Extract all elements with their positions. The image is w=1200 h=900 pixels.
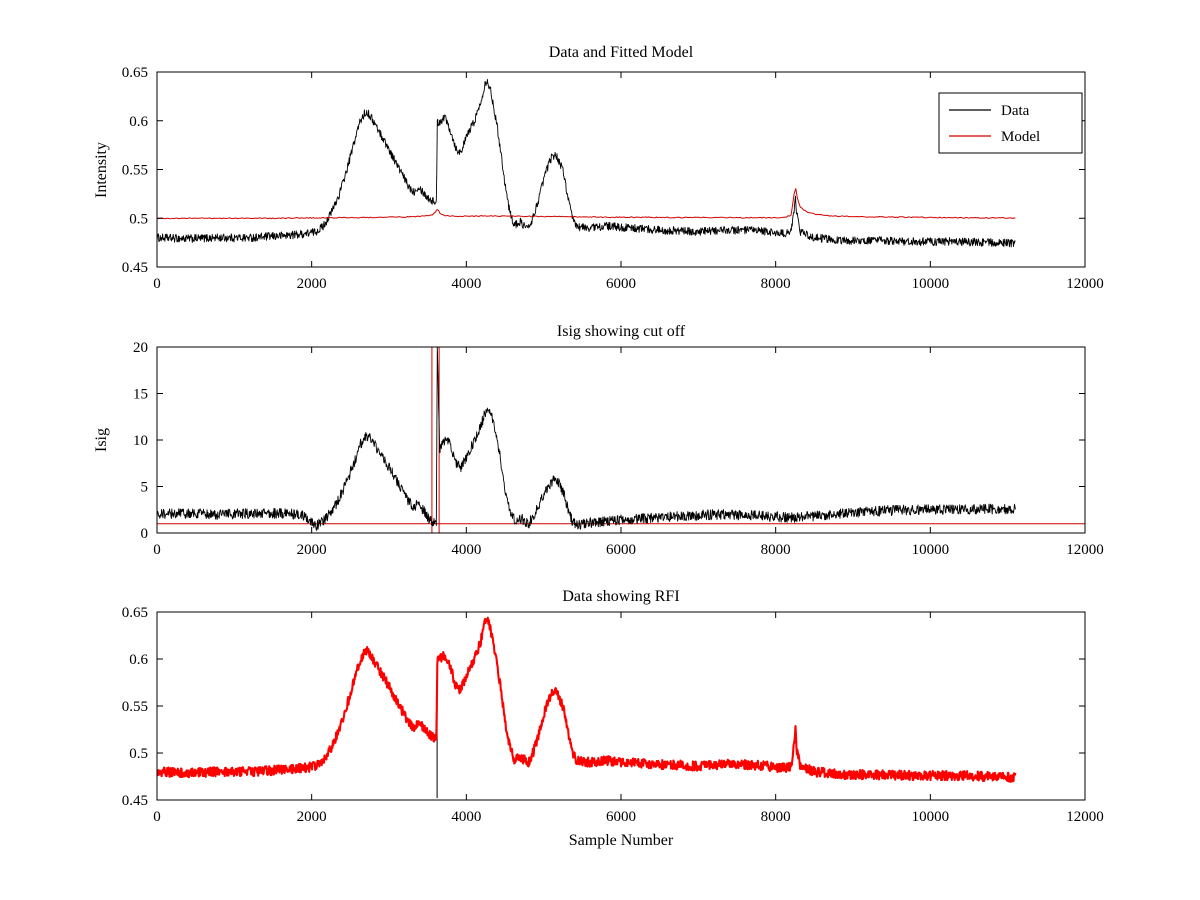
x-tick-label: 8000 bbox=[761, 276, 791, 292]
series-data bbox=[157, 79, 1016, 248]
x-tick-label: 2000 bbox=[297, 276, 327, 292]
legend-box bbox=[938, 92, 1083, 154]
y-tick-label: 15 bbox=[133, 387, 148, 403]
x-tick-label: 8000 bbox=[761, 809, 791, 825]
x-tick-label: 0 bbox=[153, 276, 161, 292]
y-tick-label: 0.65 bbox=[122, 65, 148, 81]
y-tick-label: 10 bbox=[133, 433, 148, 449]
x-tick-label: 10000 bbox=[912, 809, 950, 825]
y-tick-label: 0 bbox=[141, 526, 149, 542]
chart-isig-cutoff: Isig showing cut off Isig 0 2000 4000 6000 8… bbox=[0, 315, 1200, 580]
x-tick-label: 6000 bbox=[606, 276, 636, 292]
x-tick-label: 12000 bbox=[1066, 276, 1104, 292]
y-tick-label: 0.55 bbox=[122, 699, 148, 715]
legend-label: Model bbox=[1001, 129, 1040, 145]
axes-box bbox=[156, 346, 1086, 534]
y-tick-label: 0.6 bbox=[129, 114, 148, 130]
series-model bbox=[157, 188, 1016, 220]
series-isig bbox=[157, 347, 1016, 531]
chart-data-rfi: Data showing RFI 0 2000 4000 6000 8000 10000 1… bbox=[0, 580, 1200, 900]
legend-label: Data bbox=[1001, 103, 1030, 119]
x-tick-label: 4000 bbox=[451, 542, 481, 558]
x-tick-label: 4000 bbox=[451, 809, 481, 825]
x-tick-label: 2000 bbox=[297, 809, 327, 825]
chart-title: Isig showing cut off bbox=[556, 323, 686, 340]
series-group bbox=[157, 616, 1017, 799]
x-tick-label: 10000 bbox=[912, 276, 950, 292]
y-tick-label: 0.65 bbox=[122, 605, 148, 621]
series-rfi-data bbox=[157, 616, 1017, 783]
plot-area: 0 2000 4000 6000 8000 10000 12000 0.45 0.5 0.55 0.… bbox=[122, 65, 1104, 292]
plot-area: 0 2000 4000 6000 8000 10000 12000 0.45 0.5 0.55 0.… bbox=[122, 605, 1104, 825]
x-tick-label: 12000 bbox=[1066, 809, 1104, 825]
x-tick-label: 12000 bbox=[1066, 542, 1104, 558]
x-tick-label: 10000 bbox=[912, 542, 950, 558]
y-tick-label: 5 bbox=[141, 480, 149, 496]
series-group bbox=[157, 79, 1016, 248]
y-tick-label: 0.6 bbox=[129, 652, 148, 668]
x-tick-label: 4000 bbox=[451, 276, 481, 292]
x-tick-label: 0 bbox=[153, 809, 161, 825]
y-tick-label: 0.45 bbox=[122, 793, 148, 809]
chart-title: Data and Fitted Model bbox=[548, 44, 694, 61]
y-tick-label: 0.55 bbox=[122, 163, 148, 179]
x-tick-label: 6000 bbox=[606, 542, 636, 558]
x-tick-label: 2000 bbox=[297, 542, 327, 558]
y-tick-label: 20 bbox=[133, 340, 148, 356]
series-group bbox=[157, 347, 1085, 533]
plot-area: 0 2000 4000 6000 8000 10000 12000 0 5 10 15 20 bbox=[133, 340, 1104, 558]
x-tick-label: 8000 bbox=[761, 542, 791, 558]
chart-title: Data showing RFI bbox=[562, 588, 680, 605]
chart-data-and-fitted-model: Data and Fitted Model Intensity 0 2000 400… bbox=[0, 30, 1200, 330]
x-tick-label: 6000 bbox=[606, 809, 636, 825]
y-tick-label: 0.5 bbox=[129, 211, 148, 227]
legend: Data Model bbox=[938, 92, 1083, 154]
x-tick-label: 0 bbox=[153, 542, 161, 558]
y-tick-label: 0.45 bbox=[122, 260, 148, 276]
y-tick-label: 0.5 bbox=[129, 746, 148, 762]
x-axis-label: Sample Number bbox=[568, 832, 674, 849]
